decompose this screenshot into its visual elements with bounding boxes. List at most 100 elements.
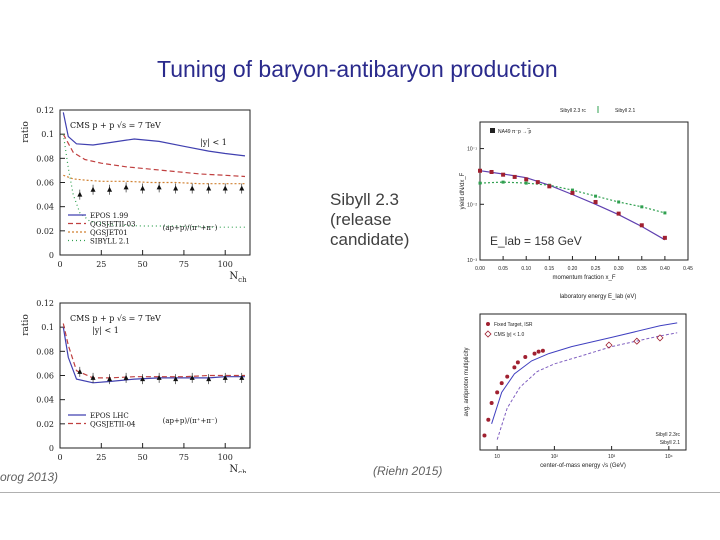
cut-annotation: |y| < 1 bbox=[92, 326, 119, 335]
x-tick-label: 50 bbox=[138, 453, 148, 462]
data-point bbox=[486, 417, 491, 422]
x-tick-label: 25 bbox=[96, 453, 106, 462]
chart-title: CMS p + p √s = 7 TeV bbox=[70, 121, 161, 130]
data-point bbox=[512, 174, 517, 179]
y-tick-label: 0.02 bbox=[36, 227, 54, 236]
x-tick-label: 100 bbox=[218, 260, 233, 269]
data-point bbox=[536, 349, 541, 354]
legend-swatch bbox=[486, 322, 490, 326]
chart-bottom-left: 0 0.02 0.04 0.06 0.08 0.1 0.12 0 25 50 75 100 ratio N… bbox=[0, 293, 260, 473]
data-point bbox=[532, 351, 537, 356]
x-tick-label: 0.25 bbox=[591, 266, 601, 272]
footer-divider bbox=[0, 492, 720, 493]
series-line bbox=[62, 134, 245, 228]
data-point bbox=[482, 433, 487, 438]
y-tick-label: 10⁻³ bbox=[467, 258, 477, 264]
x-tick-label: 0 bbox=[57, 260, 62, 269]
data-point bbox=[478, 168, 482, 173]
x-tick-label: 10² bbox=[551, 454, 559, 460]
x-axis-label: momentum fraction x_F bbox=[552, 275, 615, 281]
data-point bbox=[540, 348, 545, 353]
series-marker bbox=[663, 211, 667, 215]
legend-label: Fixed Target, ISR bbox=[494, 322, 533, 328]
x-tick-label: 50 bbox=[138, 260, 148, 269]
series-marker bbox=[524, 181, 528, 185]
cms-point bbox=[605, 341, 613, 349]
x-tick-label: 100 bbox=[218, 453, 233, 462]
y-tick-label: 0.08 bbox=[36, 154, 54, 163]
y-tick-label: 0.04 bbox=[36, 203, 54, 212]
x-tick-label: 0.15 bbox=[544, 266, 554, 272]
ratio-label: (ap+p)/(π⁺+π⁻) bbox=[163, 417, 218, 425]
data-point bbox=[593, 199, 598, 204]
citation-left: orog 2013) bbox=[0, 470, 59, 484]
legend-label: EPOS 1.99 bbox=[90, 212, 128, 220]
x-tick-label: 0.35 bbox=[637, 266, 647, 272]
data-point bbox=[501, 172, 506, 177]
energy-annotation: E_lab = 158 GeV bbox=[490, 234, 582, 248]
series-line bbox=[62, 133, 246, 178]
legend-label: QGSJET01 bbox=[90, 229, 128, 237]
na49-label: NA49 π⁻p → ̅p bbox=[498, 128, 532, 135]
data-point bbox=[535, 180, 540, 185]
series-line bbox=[491, 322, 678, 424]
data-point bbox=[639, 223, 644, 228]
y-axis-label: yield dN/dx_F bbox=[460, 172, 466, 209]
y-tick-label: 0 bbox=[49, 444, 54, 453]
series-marker bbox=[594, 194, 598, 198]
x-axis-label: center-of-mass energy √s (GeV) bbox=[540, 462, 626, 469]
citation-right: (Riehn 2015) bbox=[373, 464, 443, 478]
legend-label: Sibyll 2.1 bbox=[615, 108, 636, 114]
data-point bbox=[505, 374, 510, 379]
data-point bbox=[495, 390, 500, 395]
x-tick-label: 0.30 bbox=[614, 266, 624, 272]
x-tick-label: 10³ bbox=[608, 454, 616, 460]
y-tick-label: 0.08 bbox=[36, 347, 54, 356]
y-axis-label: avg. antiproton multiplicity bbox=[464, 347, 470, 416]
x-tick-label: 25 bbox=[96, 260, 106, 269]
series-marker bbox=[570, 188, 574, 192]
na49-marker bbox=[490, 128, 495, 133]
legend-label: CMS |y| < 1.0 bbox=[494, 332, 524, 338]
y-tick-label: 0.06 bbox=[36, 372, 54, 381]
series-marker bbox=[501, 180, 505, 184]
data-point bbox=[547, 184, 552, 189]
x-tick-label: 10⁴ bbox=[665, 454, 673, 460]
chart-top-left: 00.020.040.060.080.10.120 25 50 75 100ratioN… bbox=[0, 100, 260, 285]
data-point bbox=[570, 190, 575, 195]
data-point bbox=[524, 177, 529, 182]
series-line bbox=[62, 112, 246, 157]
x-axis-label: Nch bbox=[229, 464, 247, 473]
data-point bbox=[515, 360, 520, 365]
legend-label: SIBYLL 2.1 bbox=[90, 238, 130, 246]
y-tick-label: 0 bbox=[49, 251, 54, 260]
y-tick-label: 10⁻¹ bbox=[467, 147, 477, 153]
caption-line-1: Sibyll 2.3 bbox=[330, 190, 399, 209]
y-tick-label: 10⁻² bbox=[467, 202, 477, 208]
data-point bbox=[512, 365, 517, 370]
x-tick-label: 10 bbox=[494, 454, 500, 460]
slide-title: Tuning of baryon-antibaryon production bbox=[157, 56, 558, 82]
x-tick-label: 75 bbox=[179, 453, 189, 462]
data-point bbox=[499, 381, 504, 386]
chart-bottom-right: 10 10² 10³ 10⁴ laboratory energy E_lab (eV) c… bbox=[450, 290, 695, 470]
legend-swatch bbox=[484, 330, 492, 338]
model-caption: Sibyll 2.3 (release candidate) bbox=[330, 190, 409, 250]
y-tick-label: 0.02 bbox=[36, 420, 54, 429]
x-tick-label: 0 bbox=[57, 453, 62, 462]
ratio-label: (ap+p)/(π⁺+π⁻) bbox=[163, 224, 218, 232]
y-axis-label: ratio bbox=[21, 121, 31, 143]
data-point bbox=[489, 169, 494, 174]
y-axis-label: ratio bbox=[21, 314, 31, 336]
caption-line-2: (release bbox=[330, 210, 392, 229]
series-marker bbox=[640, 205, 644, 209]
legend-label: QGSJETII-03 bbox=[90, 221, 136, 229]
y-tick-label: 0.04 bbox=[36, 396, 54, 405]
x-tick-label: 0.10 bbox=[521, 266, 531, 272]
legend-label: EPOS LHC bbox=[90, 412, 129, 420]
y-tick-label: 0.06 bbox=[36, 179, 54, 188]
x-tick-label: 0.40 bbox=[660, 266, 670, 272]
caption-line-3: candidate) bbox=[330, 230, 410, 249]
series-marker bbox=[478, 181, 482, 185]
top-axis-label: laboratory energy E_lab (eV) bbox=[560, 294, 637, 300]
